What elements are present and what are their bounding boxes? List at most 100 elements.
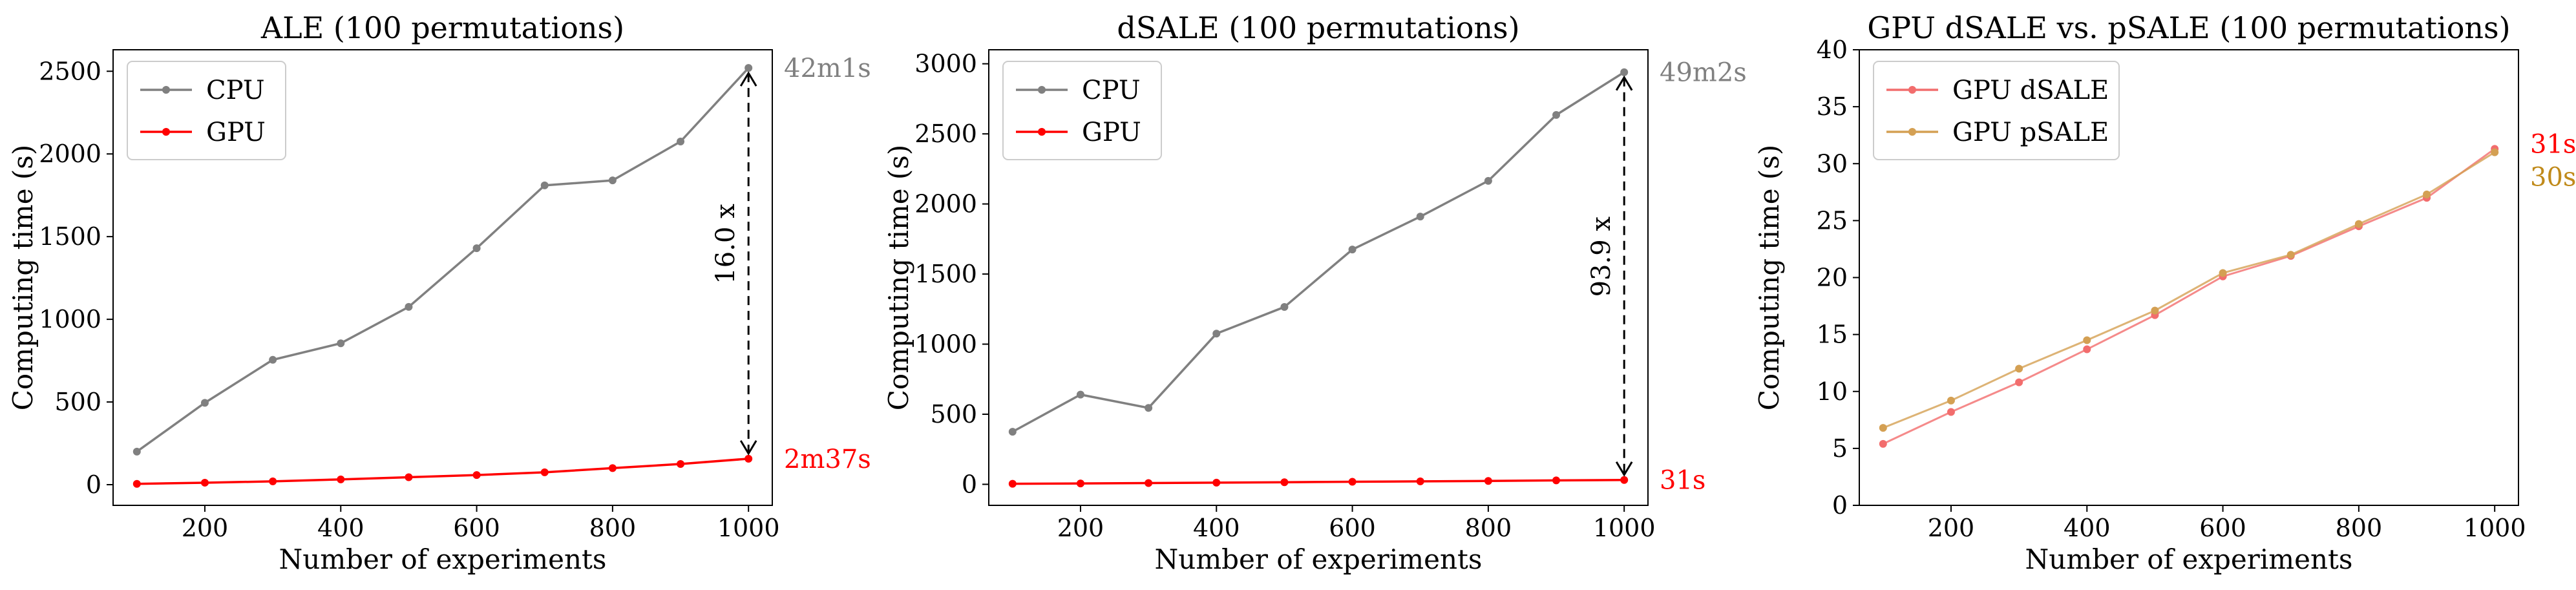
- data-point: [2354, 220, 2363, 228]
- chart-panel-3: GPU dSALE vs. pSALE (100 permutations) 20…: [1753, 10, 2576, 575]
- y-tick-label: 10: [1817, 377, 1848, 406]
- y-tick-label: 2000: [914, 190, 977, 218]
- axes-frame: [112, 49, 773, 506]
- legend: CPU GPU: [1002, 61, 1162, 160]
- data-point: [1484, 477, 1492, 485]
- data-point: [405, 473, 413, 481]
- x-tick-label: 1000: [717, 514, 780, 542]
- x-tick-label: 600: [1329, 514, 1376, 542]
- data-point: [1552, 476, 1561, 485]
- data-point: [677, 460, 685, 469]
- data-point: [2015, 378, 2023, 386]
- x-tick-label: 400: [2064, 514, 2111, 542]
- y-axis-label: Computing time (s): [1753, 145, 1785, 410]
- data-point: [608, 176, 617, 185]
- end-time-label: 2m37s: [784, 445, 871, 474]
- data-point: [744, 454, 753, 463]
- y-tick-label: 1000: [914, 330, 977, 359]
- data-point: [540, 468, 549, 476]
- data-point: [677, 138, 685, 146]
- data-point: [1145, 404, 1153, 412]
- data-point: [405, 302, 413, 311]
- data-point: [1947, 396, 1955, 405]
- legend-swatch-marker: [1038, 128, 1046, 136]
- legend-entry: GPU: [206, 118, 266, 147]
- speedup-arrow-head-bottom: [739, 440, 757, 456]
- end-time-label: 42m1s: [784, 54, 871, 83]
- legend-entry: CPU: [206, 76, 265, 105]
- y-tick-label: 500: [930, 400, 977, 428]
- y-tick-label: 5: [1832, 434, 1848, 463]
- y-tick-label: 2500: [914, 120, 977, 148]
- y-tick-label: 1500: [914, 260, 977, 288]
- chart-title: dSALE (100 permutations): [1117, 10, 1519, 45]
- data-point: [132, 479, 141, 488]
- x-tick-label: 200: [1928, 514, 1975, 542]
- y-tick-label: 500: [54, 388, 101, 416]
- data-point: [2491, 148, 2499, 156]
- speedup-arrow-head-top: [1615, 75, 1633, 91]
- data-point: [1212, 330, 1221, 338]
- data-point: [1348, 246, 1357, 254]
- y-axis-label: Computing time (s): [7, 145, 39, 410]
- x-tick-label: 800: [1465, 514, 1512, 542]
- data-point: [337, 339, 345, 348]
- x-tick-label: 400: [317, 514, 364, 542]
- data-point: [540, 181, 549, 189]
- x-tick-label: 1000: [1593, 514, 1656, 542]
- y-tick-label: 25: [1817, 206, 1848, 235]
- y-tick-label: 0: [962, 470, 977, 498]
- data-point: [1212, 478, 1221, 487]
- legend-entry: CPU: [1082, 76, 1141, 105]
- legend: CPU GPU: [127, 61, 286, 160]
- speedup-arrow-head-top: [739, 71, 757, 87]
- series-line-1: [1011, 71, 1625, 433]
- data-point: [1484, 176, 1492, 185]
- y-tick-label: 1000: [39, 305, 101, 333]
- x-tick-label: 1000: [2464, 514, 2526, 542]
- series-line-2: [1883, 151, 2495, 429]
- data-point: [2151, 306, 2159, 315]
- speedup-label: 16.0 x: [711, 204, 741, 284]
- y-tick-label: 1500: [39, 222, 101, 251]
- legend-entry: GPU pSALE: [1952, 118, 2109, 147]
- legend-box: [1873, 61, 2120, 160]
- data-point: [1620, 68, 1629, 76]
- data-point: [2083, 345, 2091, 353]
- data-point: [269, 355, 277, 364]
- data-point: [1280, 303, 1289, 311]
- data-point: [1552, 111, 1561, 119]
- data-point: [1620, 476, 1629, 484]
- x-tick-label: 600: [453, 514, 500, 542]
- chart-panel-1: ALE (100 permutations) 200 400 600 800 1000 0 5…: [7, 10, 871, 575]
- x-tick-label: 400: [1193, 514, 1240, 542]
- x-axis-label: Number of experiments: [2025, 543, 2353, 575]
- data-point: [1076, 479, 1084, 488]
- data-point: [1008, 428, 1017, 436]
- data-point: [1416, 213, 1424, 221]
- data-point: [472, 471, 481, 479]
- data-point: [1348, 478, 1357, 486]
- y-tick-label: 20: [1817, 264, 1848, 292]
- y-tick-label: 40: [1817, 36, 1848, 64]
- data-point: [1947, 408, 1955, 416]
- y-tick-label: 0: [86, 470, 101, 499]
- data-point: [472, 244, 481, 253]
- y-tick-label: 3000: [914, 50, 977, 78]
- data-point: [1879, 424, 1887, 432]
- data-point: [1416, 477, 1424, 485]
- end-time-label: 31s: [1660, 466, 1705, 496]
- data-point: [2219, 269, 2227, 277]
- data-point: [337, 475, 345, 483]
- end-time-label: 49m2s: [1660, 58, 1747, 88]
- axes-frame: [988, 49, 1649, 506]
- y-tick-label: 35: [1817, 92, 1848, 121]
- chart-panel-2: dSALE (100 permutations) 200 400 600 800 1000…: [883, 10, 1747, 575]
- y-axis-label: Computing time (s): [883, 145, 914, 410]
- x-tick-label: 200: [1057, 514, 1104, 542]
- legend-swatch-marker: [1908, 128, 1916, 136]
- legend-entry: GPU: [1082, 118, 1141, 147]
- legend-swatch-marker: [162, 86, 170, 94]
- chart-title: ALE (100 permutations): [260, 10, 624, 45]
